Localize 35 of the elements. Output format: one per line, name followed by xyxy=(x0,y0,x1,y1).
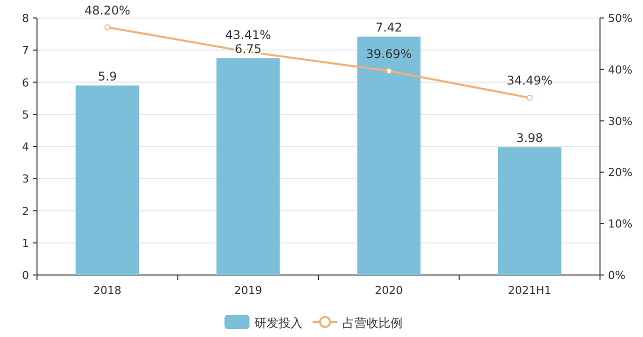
data-label: 48.20% xyxy=(84,3,130,18)
data-label: 3.98 xyxy=(516,131,543,146)
x-tick-label: 2020 xyxy=(374,284,403,297)
point xyxy=(104,24,110,30)
data-label: 5.9 xyxy=(98,69,117,84)
y2-tick-label: 30% xyxy=(608,114,632,128)
point xyxy=(526,94,533,101)
y2-tick-label: 10% xyxy=(608,218,632,231)
data-label: 34.49% xyxy=(506,74,553,88)
y-tick-label: 3 xyxy=(22,172,29,186)
data-label: 7.42 xyxy=(376,20,402,35)
legend-label: 研发投入 xyxy=(254,316,302,330)
x-tick-label: 2019 xyxy=(234,284,262,297)
bar xyxy=(498,147,562,275)
data-label: 43.41% xyxy=(225,28,272,42)
y-tick-label: 2 xyxy=(22,204,29,218)
y-tick-label: 1 xyxy=(22,236,29,250)
bar xyxy=(76,85,140,275)
y2-tick-label: 0% xyxy=(608,269,626,282)
data-label: 39.69% xyxy=(366,46,412,61)
x-tick-label: 2021H1 xyxy=(508,284,552,297)
y-tick-label: 4 xyxy=(22,140,29,154)
y-tick-label: 8 xyxy=(22,12,29,25)
bar xyxy=(216,58,280,275)
point xyxy=(386,68,392,74)
bar xyxy=(357,36,421,275)
y2-tick-label: 40% xyxy=(608,63,632,76)
y-tick-label: 6 xyxy=(22,76,29,90)
y2-tick-label: 50% xyxy=(608,12,632,25)
y-tick-label: 0 xyxy=(22,269,29,282)
legend-label: 占营收比例 xyxy=(342,316,402,330)
y-tick-label: 7 xyxy=(22,44,29,58)
y2-tick-label: 20% xyxy=(608,166,632,180)
x-tick-label: 2018 xyxy=(93,284,122,297)
y-tick-label: 5 xyxy=(22,108,29,122)
